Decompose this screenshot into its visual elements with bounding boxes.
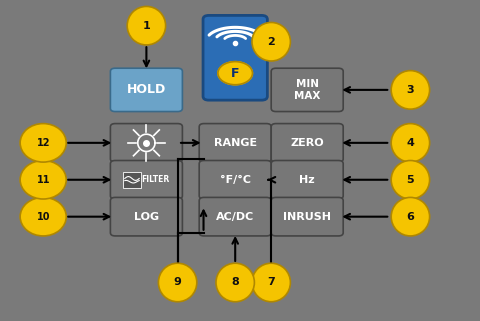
Text: 6: 6 (407, 212, 414, 222)
Ellipse shape (391, 124, 430, 162)
Text: FILTER: FILTER (141, 175, 169, 184)
Text: LOG: LOG (134, 212, 159, 222)
FancyBboxPatch shape (271, 68, 343, 112)
FancyBboxPatch shape (199, 124, 271, 162)
Ellipse shape (391, 197, 430, 236)
Text: MIN
MAX: MIN MAX (294, 79, 320, 101)
Text: 5: 5 (407, 175, 414, 185)
Text: AC/DC: AC/DC (216, 212, 254, 222)
FancyBboxPatch shape (203, 15, 267, 100)
Text: HOLD: HOLD (127, 83, 166, 96)
Ellipse shape (20, 197, 66, 236)
Text: 10: 10 (36, 212, 50, 222)
Ellipse shape (252, 22, 290, 61)
Ellipse shape (216, 263, 254, 302)
FancyBboxPatch shape (271, 197, 343, 236)
Text: F: F (231, 67, 240, 80)
Text: 8: 8 (231, 277, 239, 288)
Text: INRUSH: INRUSH (283, 212, 331, 222)
Circle shape (218, 62, 252, 85)
Text: 3: 3 (407, 85, 414, 95)
Ellipse shape (391, 160, 430, 199)
Ellipse shape (391, 71, 430, 109)
Ellipse shape (20, 124, 66, 162)
Text: 11: 11 (36, 175, 50, 185)
Ellipse shape (158, 263, 197, 302)
Text: 7: 7 (267, 277, 275, 288)
Text: 9: 9 (174, 277, 181, 288)
FancyBboxPatch shape (199, 197, 271, 236)
FancyBboxPatch shape (110, 197, 182, 236)
FancyBboxPatch shape (199, 160, 271, 199)
FancyBboxPatch shape (110, 124, 182, 162)
Ellipse shape (20, 160, 66, 199)
Text: ZERO: ZERO (290, 138, 324, 148)
FancyBboxPatch shape (110, 68, 182, 112)
FancyBboxPatch shape (271, 124, 343, 162)
Text: 4: 4 (407, 138, 414, 148)
Text: 12: 12 (36, 138, 50, 148)
Text: 1: 1 (143, 21, 150, 31)
Text: RANGE: RANGE (214, 138, 257, 148)
Ellipse shape (127, 6, 166, 45)
FancyBboxPatch shape (271, 160, 343, 199)
Text: 2: 2 (267, 37, 275, 47)
Text: Hz: Hz (300, 175, 315, 185)
FancyBboxPatch shape (110, 160, 182, 199)
FancyBboxPatch shape (123, 172, 141, 187)
Ellipse shape (252, 263, 290, 302)
Text: °F/°C: °F/°C (220, 175, 251, 185)
